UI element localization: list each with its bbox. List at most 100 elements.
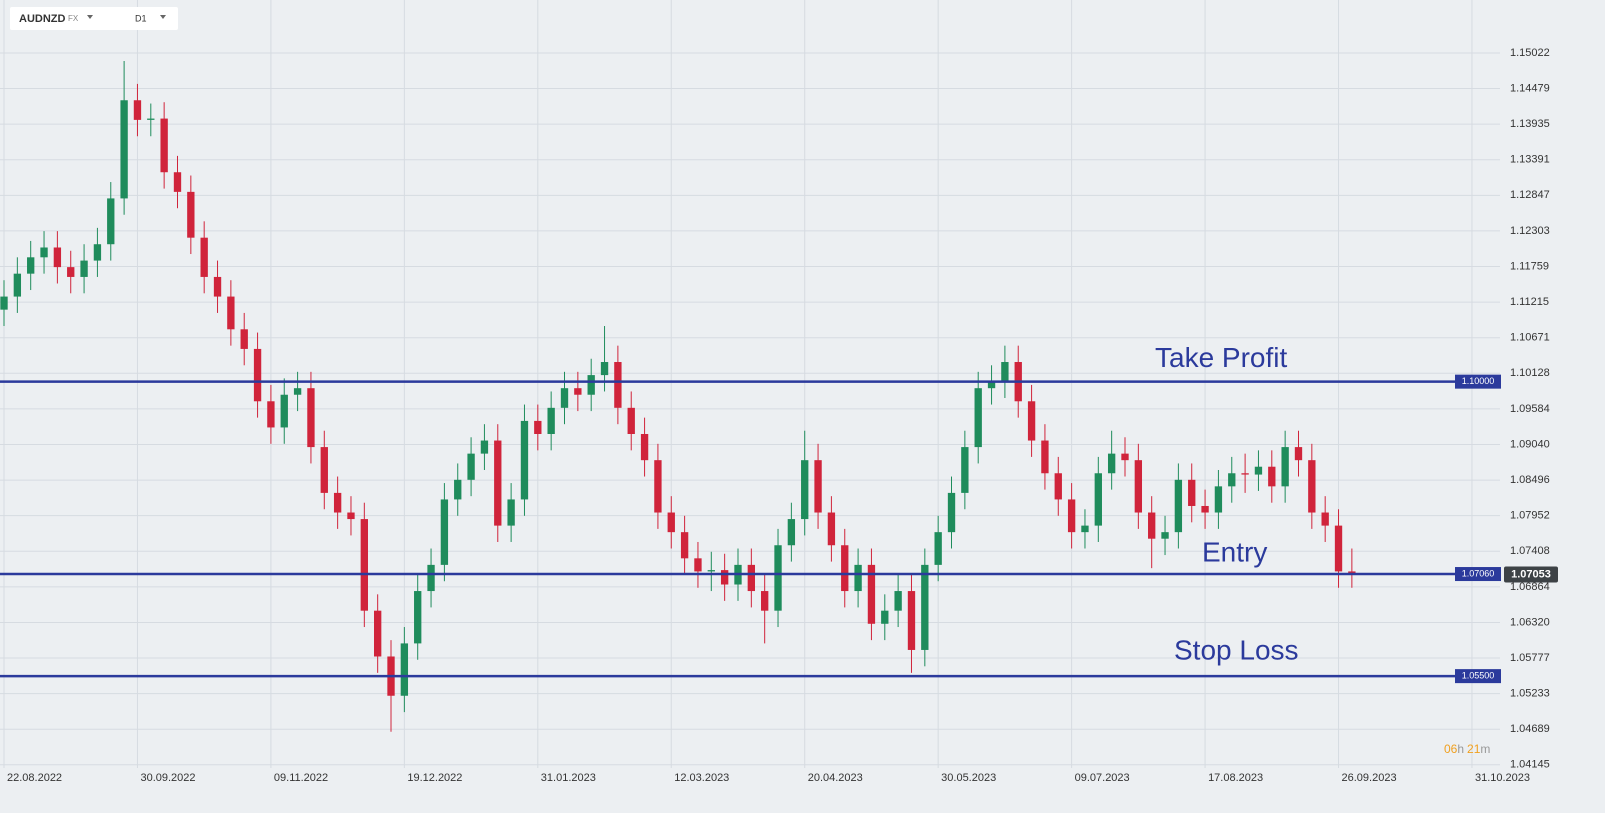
candle-body <box>881 610 889 624</box>
dropdown-arrow[interactable] <box>160 15 166 19</box>
candle-body <box>1254 466 1263 475</box>
x-tick-label: 26.09.2023 <box>1342 772 1397 784</box>
y-tick-label: 1.08496 <box>1510 474 1550 486</box>
price-label: 1.07053 <box>1511 568 1551 580</box>
candle-body <box>133 100 142 120</box>
candle-body <box>894 591 902 611</box>
countdown-unit: h <box>1457 742 1464 756</box>
candle-body <box>720 570 729 585</box>
level-tag <box>1455 567 1501 582</box>
candle-body <box>200 237 208 277</box>
x-tick-label: 09.11.2022 <box>274 772 328 784</box>
candle-body <box>347 512 355 520</box>
candle-body <box>640 433 649 461</box>
y-tick-label: 1.04145 <box>1510 759 1550 771</box>
y-tick-label: 1.07408 <box>1510 545 1550 557</box>
candle-body <box>801 460 809 520</box>
x-tick-label: 17.08.2023 <box>1208 772 1263 784</box>
candle-body <box>27 257 35 274</box>
candle-body <box>454 479 462 500</box>
candle-body <box>67 267 75 277</box>
candle-body <box>467 453 475 480</box>
y-tick-label: 1.10671 <box>1510 332 1550 344</box>
candle-body <box>1281 447 1289 487</box>
candle-body <box>53 247 62 268</box>
y-tick-label: 1.11215 <box>1510 296 1549 308</box>
candle-body <box>1027 401 1036 441</box>
x-tick-label: 31.10.2023 <box>1475 772 1530 784</box>
candle-body <box>627 407 635 434</box>
candle-body <box>560 388 569 408</box>
dropdown-arrow[interactable] <box>87 15 93 19</box>
candle-body <box>1241 473 1249 475</box>
x-tick-label: 09.07.2023 <box>1075 772 1130 784</box>
candle-body <box>507 499 515 526</box>
timeframe: D1 <box>135 13 147 23</box>
candle-body <box>707 570 715 572</box>
symbol-box[interactable] <box>10 7 178 30</box>
candle-body <box>1121 453 1129 461</box>
candle-body <box>1094 473 1102 526</box>
market: FX <box>68 14 79 23</box>
candle-body <box>80 260 88 277</box>
candle-body <box>854 564 862 592</box>
candle-body <box>694 558 702 572</box>
plot <box>0 60 1356 732</box>
candle-body <box>1134 460 1143 513</box>
candle-body <box>320 447 328 493</box>
candle-body <box>213 276 222 297</box>
candle-body <box>333 492 342 513</box>
candle-body <box>841 545 849 592</box>
candle-body <box>93 244 102 261</box>
candle-body <box>1067 499 1076 533</box>
candle-body <box>987 381 996 389</box>
candle-body <box>147 118 155 120</box>
candle-body <box>547 407 555 434</box>
candle-body <box>1214 486 1223 513</box>
x-tick-label: 22.08.2022 <box>7 772 62 784</box>
candle-body <box>600 362 609 376</box>
candle-body <box>1107 453 1116 474</box>
candle-body <box>1001 362 1009 382</box>
countdown-minutes: 21 <box>1467 742 1481 756</box>
candle-body <box>867 564 876 624</box>
candle-body <box>534 420 542 434</box>
candle-body <box>240 329 248 349</box>
candle-body <box>160 118 168 173</box>
y-tick-label: 1.05233 <box>1510 688 1550 700</box>
candle-body <box>934 532 942 565</box>
candle-body <box>253 348 262 402</box>
countdown: 06h 21m <box>1444 742 1490 756</box>
candle-body <box>440 499 449 565</box>
y-tick-label: 1.13391 <box>1510 154 1550 166</box>
candle-body <box>414 591 422 644</box>
x-tick-label: 30.05.2023 <box>941 772 996 784</box>
candle-body <box>187 191 195 238</box>
candle-body <box>373 610 382 657</box>
y-tick-label: 1.13935 <box>1510 118 1550 130</box>
x-tick-label: 31.01.2023 <box>541 772 596 784</box>
level-label: 1.07060 <box>1462 568 1495 578</box>
overlay: Take Profit 1.10000 Entry 1.07060 Stop Loss 1… <box>0 342 1558 684</box>
candle-body <box>947 492 956 533</box>
x-tick-label: 19.12.2022 <box>407 772 462 784</box>
candle-body <box>774 545 782 611</box>
y-tick-label: 1.05777 <box>1510 652 1550 664</box>
y-tick-label: 1.06864 <box>1510 581 1550 593</box>
x-tick-label: 20.04.2023 <box>808 772 863 784</box>
y-tick-label: 1.09040 <box>1510 438 1550 450</box>
candle-body <box>961 447 969 493</box>
level-tag <box>1455 374 1501 389</box>
candle-body <box>1308 460 1316 513</box>
candle-body <box>747 564 756 592</box>
y-tick-label: 1.15022 <box>1510 47 1550 59</box>
candle-body <box>574 388 582 395</box>
candle-body <box>40 247 48 258</box>
candle-body <box>654 460 662 513</box>
candle-body <box>360 519 368 611</box>
y-tick-label: 1.07952 <box>1510 510 1550 522</box>
candle-body <box>427 564 435 592</box>
